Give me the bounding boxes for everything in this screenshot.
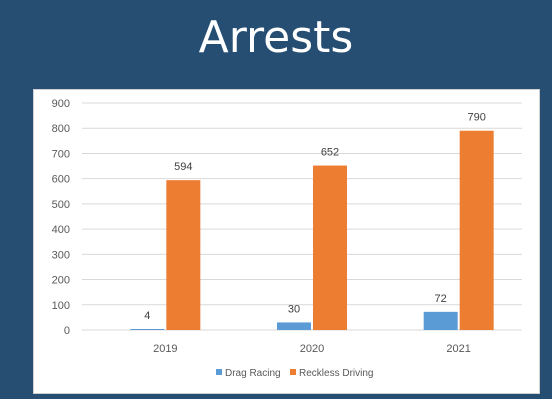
legend-swatch-drag-racing (216, 369, 222, 375)
data-label-drag-racing-2020: 30 (288, 303, 300, 315)
y-tick-label-200: 200 (52, 275, 70, 287)
legend-label-reckless-driving: Reckless Driving (299, 368, 373, 379)
y-tick-label-400: 400 (52, 224, 70, 236)
y-tick-label-700: 700 (52, 148, 70, 160)
y-tick-label-300: 300 (52, 249, 70, 261)
data-label-reckless-driving-2021: 790 (467, 112, 485, 124)
bar-reckless-driving-2021 (459, 130, 494, 330)
y-tick-label-900: 900 (52, 98, 70, 110)
data-label-drag-racing-2019: 4 (144, 310, 150, 322)
bar-drag-racing-2020 (277, 322, 311, 330)
legend-label-drag-racing: Drag Racing (225, 368, 281, 379)
slide-title: Arrests (198, 12, 354, 63)
y-tick-label-800: 800 (52, 123, 70, 135)
bar-reckless-driving-2020 (313, 165, 347, 330)
y-tick-label-100: 100 (52, 300, 70, 312)
y-tick-label-600: 600 (52, 174, 70, 186)
x-tick-label-2020: 2020 (300, 343, 324, 355)
x-tick-label-2021: 2021 (446, 343, 470, 355)
legend-swatch-reckless-driving (290, 369, 296, 375)
data-label-drag-racing-2021: 72 (435, 293, 447, 305)
chart-area: 0 100 200 300 400 500 600 700 800 900 4 594 2019 30 65… (33, 89, 540, 394)
bar-drag-racing-2019 (130, 328, 165, 330)
y-tick-label-500: 500 (52, 199, 70, 211)
bar-reckless-driving-2019 (166, 180, 201, 330)
y-tick-label-0: 0 (64, 325, 70, 337)
data-label-reckless-driving-2020: 652 (321, 147, 339, 159)
bar-drag-racing-2021 (423, 311, 458, 330)
x-tick-label-2019: 2019 (153, 343, 177, 355)
data-label-reckless-driving-2019: 594 (174, 161, 192, 173)
bar-chart: 0 100 200 300 400 500 600 700 800 900 4 594 2019 30 65… (52, 98, 522, 379)
